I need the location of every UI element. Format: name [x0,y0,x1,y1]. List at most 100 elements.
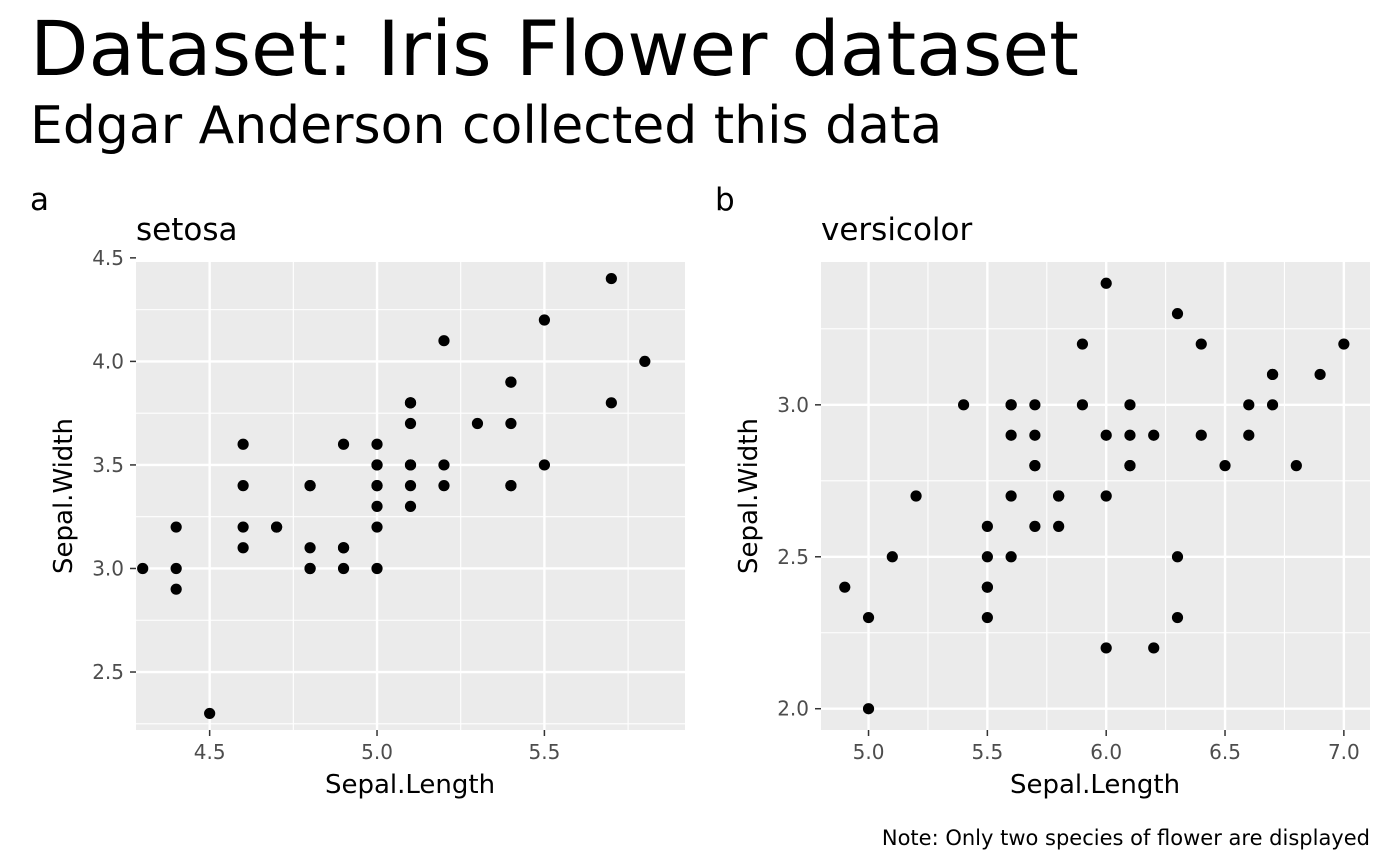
data-point [1005,429,1017,441]
data-point [237,480,249,492]
data-point [605,397,617,409]
points-b [839,277,1350,715]
y-tick-label: 3.5 [92,453,124,477]
chart-a: a setosa 4.5 5.0 5.5 2.5 3.0 3.5 4.0 4.5 Sepal.… [30,182,685,800]
data-point [862,611,875,624]
data-point [371,521,383,533]
data-point [438,335,450,347]
axis-ticks-b: 5.0 5.5 6.0 6.5 7.0 2.0 2.5 3.0 [777,393,1360,764]
panel-tag-b: b [715,182,735,218]
data-point [304,542,316,554]
y-tick-label: 4.0 [92,349,124,373]
data-point [371,459,383,471]
data-point [1029,520,1041,532]
data-point [337,542,350,554]
data-point [1243,429,1255,441]
x-tick-label: 4.5 [194,740,226,764]
data-point [304,562,316,575]
data-point [438,459,450,471]
data-point [1124,399,1136,411]
data-point [505,480,517,492]
data-point [304,480,316,492]
data-point [1100,277,1112,289]
data-point [1100,642,1112,654]
data-point [1195,338,1207,350]
data-point [505,376,517,388]
data-point [1005,551,1017,563]
data-point [1338,338,1350,350]
data-point [1171,611,1184,624]
chart-b: b versicolor 5.0 5.5 6.0 6.5 7.0 2.0 2.5 3.0 Se… [715,182,1370,800]
data-point [910,490,922,502]
data-point [337,562,350,575]
data-point [404,480,417,492]
data-point [1195,429,1207,441]
data-point [538,459,551,471]
x-axis-label-b: Sepal.Length [1010,770,1180,800]
data-point [981,611,993,624]
x-tick-label: 6.0 [1090,740,1122,764]
y-tick-label: 3.0 [777,393,809,417]
data-point [371,438,383,450]
data-point [957,399,970,411]
data-point [204,707,216,720]
data-point [1053,520,1065,532]
panel-title-a: setosa [136,212,238,248]
data-point [1266,399,1279,411]
data-point [137,562,149,575]
data-point [605,272,617,285]
x-tick-label: 6.5 [1209,740,1241,764]
data-point [371,480,383,492]
data-point [1148,429,1160,441]
data-point [471,417,484,430]
data-point [1171,551,1184,563]
data-point [371,500,383,512]
data-point [1076,399,1089,411]
axis-ticks-a: 4.5 5.0 5.5 2.5 3.0 3.5 4.0 4.5 [92,246,560,764]
data-point [1314,368,1326,381]
data-point [981,520,993,532]
data-point [862,703,875,715]
data-point [1005,490,1017,502]
data-point [839,581,851,593]
x-tick-label: 5.5 [971,740,1003,764]
data-point [237,438,249,450]
data-point [237,542,249,554]
x-tick-label: 5.0 [361,740,393,764]
plot-caption: Note: Only two species of flower are dis… [881,826,1370,850]
x-tick-label: 5.5 [528,740,560,764]
data-point [404,459,417,471]
data-point [1053,490,1065,502]
panel-background-b [821,262,1370,730]
y-axis-label-a: Sepal.Width [49,418,79,574]
data-point [1029,399,1041,411]
y-tick-label: 4.5 [92,246,124,270]
y-tick-label: 2.5 [777,545,809,569]
plot-title: Dataset: Iris Flower dataset [30,4,1079,93]
data-point [1266,368,1279,381]
points-a [137,272,651,720]
data-point [404,397,417,409]
x-tick-label: 7.0 [1328,740,1360,764]
panel-title-b: versicolor [821,212,973,248]
data-point [1100,429,1112,441]
data-point [170,562,182,575]
data-point [1029,460,1041,472]
y-tick-label: 2.5 [92,660,124,684]
data-point [1290,460,1302,472]
data-point [1124,460,1136,472]
y-axis-label-b: Sepal.Width [734,418,764,574]
data-point [1171,308,1184,320]
data-point [371,562,383,575]
data-point [170,521,182,533]
data-point [1100,490,1112,502]
data-point [1029,429,1041,441]
y-tick-label: 3.0 [92,556,124,580]
data-point [1243,399,1255,411]
data-point [404,417,417,430]
data-point [1148,642,1160,654]
plot-subtitle: Edgar Anderson collected this data [30,96,943,156]
data-point [538,314,551,326]
data-point [404,500,417,512]
